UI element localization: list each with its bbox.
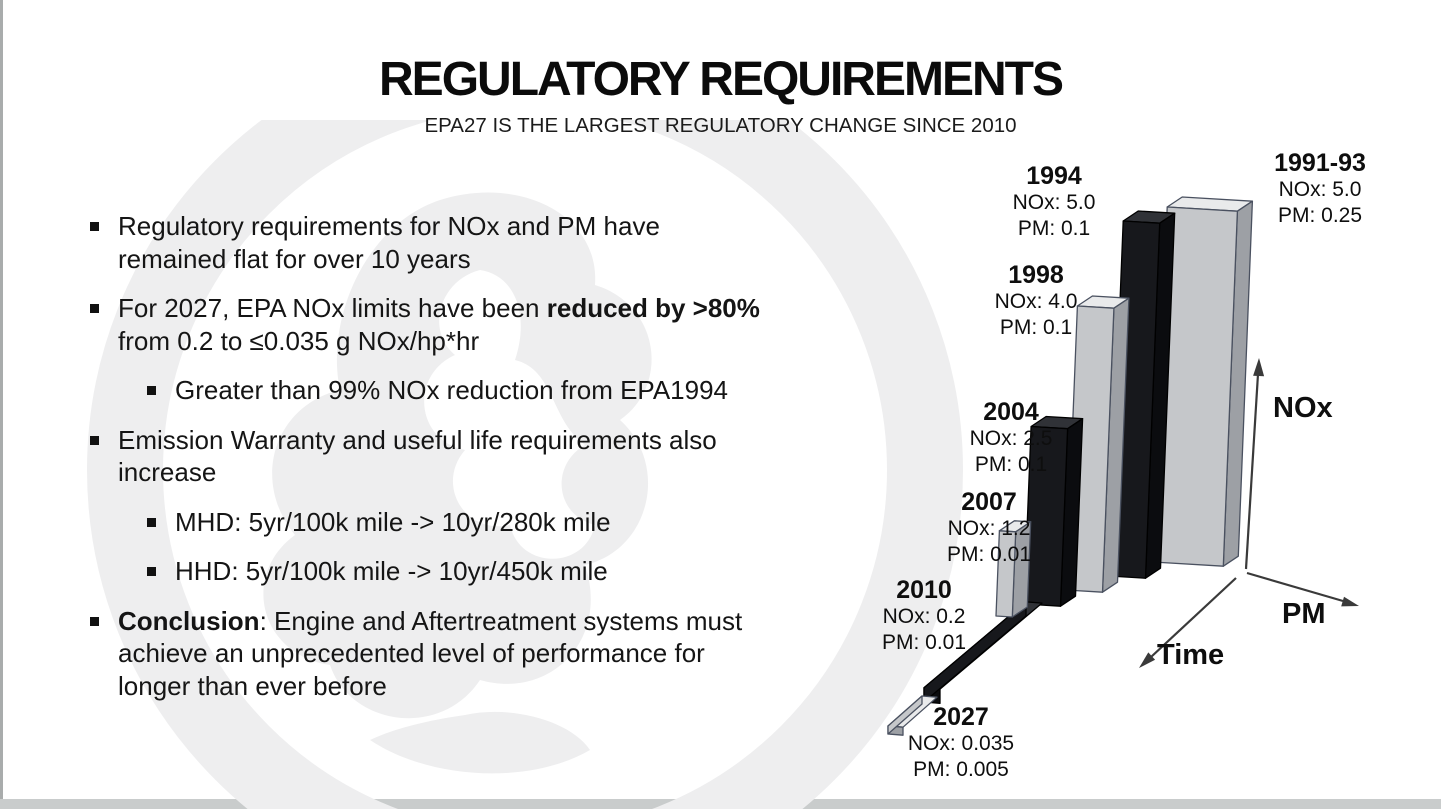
chart-label-nox-value: NOx: 0.2 bbox=[882, 605, 966, 628]
chart-label-year: 1991-93 bbox=[1274, 149, 1366, 177]
chart-label-nox-value: NOx: 0.035 bbox=[907, 732, 1015, 755]
bullet-text-segment: Greater than 99% NOx reduction from EPA1… bbox=[175, 375, 729, 405]
bar-face bbox=[1023, 425, 1069, 607]
bullet-text: Emission Warranty and useful life requir… bbox=[118, 424, 717, 489]
chart-label-nox-value: NOx: 4.0 bbox=[994, 290, 1078, 313]
chart-label-pm-value: PM: 0.01 bbox=[881, 631, 967, 654]
bullet-text-segment: : Engine and Aftertreatment systems must bbox=[259, 605, 743, 636]
chart-label-1994: 1994 NOx: 5.0 PM: 0.1 bbox=[969, 163, 1139, 242]
bullet-text-segment: Regulatory requirements for NOx and PM h… bbox=[118, 211, 660, 241]
bullet-text-segment: from 0.2 to ≤0.035 g NOx/hp*hr bbox=[118, 325, 480, 356]
axis-arrowheads bbox=[1139, 358, 1359, 668]
bullet-text-segment: longer than ever before bbox=[118, 670, 387, 701]
bullet-text: MHD: 5yr/100k mile -> 10yr/280k mile bbox=[175, 506, 611, 539]
chart-label-pm-value: PM: 0.005 bbox=[913, 758, 1009, 781]
sub-bullet-item: Greater than 99% NOx reduction from EPA1… bbox=[88, 374, 848, 407]
page-left-edge bbox=[0, 0, 3, 809]
chart-label-1998: 1998 NOx: 4.0 PM: 0.1 bbox=[951, 262, 1121, 341]
bullet-text: Conclusion: Engine and Aftertreatment sy… bbox=[118, 605, 742, 703]
bullet-square-icon bbox=[145, 555, 175, 588]
bullet-text-segment: increase bbox=[118, 457, 217, 487]
sub-bullet-item: MHD: 5yr/100k mile -> 10yr/280k mile bbox=[88, 506, 848, 539]
time-axis-label: Time bbox=[1157, 639, 1225, 671]
bullet-text-segment: MHD: 5yr/100k mile -> 10yr/280k mile bbox=[175, 506, 611, 537]
chart-label-nox-value: NOx: 5.0 bbox=[1278, 178, 1362, 201]
bullet-text-segment: HHD: 5yr/100k mile -> 10yr/450k mile bbox=[175, 556, 608, 586]
bullet-text-segment: reduced by >80% bbox=[546, 293, 760, 323]
chart-label-2007: 2007 NOx: 1.2 PM: 0.01 bbox=[904, 489, 1074, 568]
chart-label-pm-value: PM: 0.01 bbox=[946, 543, 1032, 566]
time-axis-line bbox=[1150, 577, 1237, 658]
pm-arrowhead-icon bbox=[1341, 596, 1359, 607]
bar-face bbox=[887, 695, 923, 735]
chart-label-year: 2007 bbox=[961, 488, 1017, 516]
chart-label-nox-value: NOx: 2.5 bbox=[969, 427, 1053, 450]
sub-bullet-item: HHD: 5yr/100k mile -> 10yr/450k mile bbox=[88, 555, 848, 588]
chart-label-year: 1994 bbox=[1026, 162, 1082, 190]
bar-face bbox=[995, 530, 1017, 618]
chart-label-pm-value: PM: 0.1 bbox=[1017, 217, 1091, 240]
bullet-text-segment: achieve an unprecedented level of perfor… bbox=[118, 638, 705, 668]
bullet-text-segment: remained flat for over 10 years bbox=[118, 243, 471, 274]
page-title: REGULATORY REQUIREMENTS bbox=[379, 53, 1064, 106]
bullet-square-icon bbox=[88, 210, 118, 275]
bullet-text-segment: Emission Warranty and useful life requir… bbox=[118, 424, 717, 455]
chart-label-nox-value: NOx: 5.0 bbox=[1012, 191, 1096, 214]
nox-axis-line bbox=[1244, 373, 1260, 570]
chart-label-2027: 2027 NOx: 0.035 PM: 0.005 bbox=[876, 704, 1046, 783]
bullet-square-icon bbox=[88, 605, 118, 703]
chart-label-1991-93: 1991-93 NOx: 5.0 PM: 0.25 bbox=[1235, 150, 1405, 229]
page-subtitle: EPA27 IS THE LARGEST REGULATORY CHANGE S… bbox=[424, 114, 1017, 137]
bullet-list: Regulatory requirements for NOx and PM h… bbox=[88, 210, 848, 719]
bullet-item: Regulatory requirements for NOx and PM h… bbox=[88, 210, 848, 275]
bullet-text-segment: For 2027, EPA NOx limits have been bbox=[118, 293, 547, 323]
bullet-item: Emission Warranty and useful life requir… bbox=[88, 424, 848, 489]
bullet-text: For 2027, EPA NOx limits have been reduc… bbox=[118, 292, 760, 357]
pm-axis-line bbox=[1246, 571, 1344, 603]
nox-arrowhead-icon bbox=[1253, 358, 1265, 377]
chart-label-year: 2004 bbox=[983, 398, 1039, 426]
bullet-text: Regulatory requirements for NOx and PM h… bbox=[118, 210, 660, 275]
bullet-item: For 2027, EPA NOx limits have been reduc… bbox=[88, 292, 848, 357]
bullet-text-segment: Conclusion bbox=[118, 605, 260, 636]
chart-label-year: 1998 bbox=[1008, 261, 1064, 289]
chart-label-pm-value: PM: 0.25 bbox=[1277, 204, 1363, 227]
time-arrowhead-icon bbox=[1139, 652, 1156, 668]
pm-axis-label: PM bbox=[1282, 598, 1326, 630]
axes-group bbox=[1150, 373, 1344, 658]
nox-axis-label: NOx bbox=[1273, 392, 1333, 424]
chart-label-2004: 2004 NOx: 2.5 PM: 0.1 bbox=[926, 399, 1096, 478]
chart-label-year: 2010 bbox=[896, 576, 952, 604]
bullet-square-icon bbox=[145, 374, 175, 407]
bullet-square-icon bbox=[88, 424, 118, 489]
chart-label-2010: 2010 NOx: 0.2 PM: 0.01 bbox=[839, 577, 1009, 656]
bullet-text: HHD: 5yr/100k mile -> 10yr/450k mile bbox=[175, 555, 608, 588]
bullet-square-icon bbox=[88, 292, 118, 357]
chart-label-pm-value: PM: 0.1 bbox=[974, 453, 1048, 476]
bullet-square-icon bbox=[145, 506, 175, 539]
emissions-3d-chart: NOx PM Time 1991-93 NOx: 5.0 PM: 0.25 1994 N… bbox=[858, 148, 1441, 809]
chart-label-year: 2027 bbox=[933, 703, 989, 731]
bars-3d-group bbox=[887, 196, 1254, 736]
chart-label-pm-value: PM: 0.1 bbox=[999, 316, 1073, 339]
bullet-text: Greater than 99% NOx reduction from EPA1… bbox=[175, 374, 728, 407]
chart-label-nox-value: NOx: 1.2 bbox=[947, 517, 1031, 540]
bullet-item: Conclusion: Engine and Aftertreatment sy… bbox=[88, 605, 848, 703]
